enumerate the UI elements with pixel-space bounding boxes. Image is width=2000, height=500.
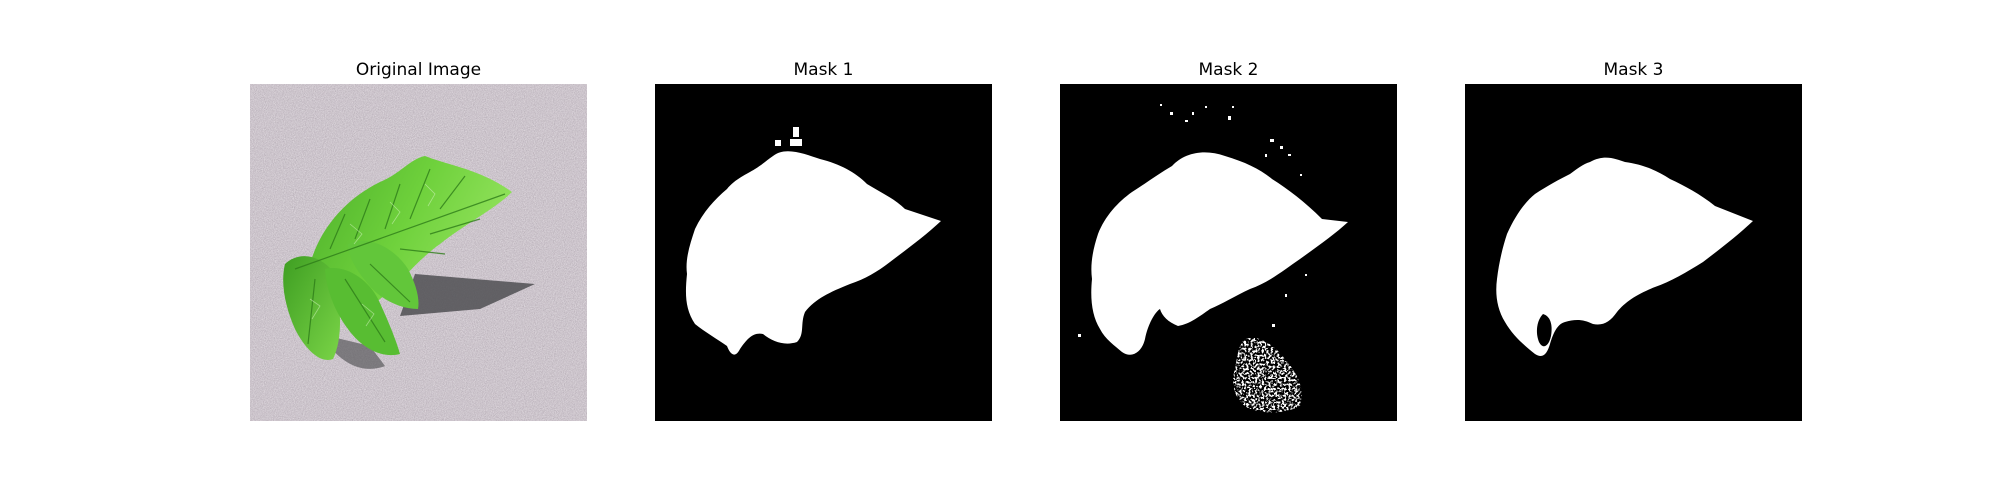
panel-title: Mask 1 <box>793 60 854 80</box>
mask-3-region <box>1496 157 1753 356</box>
panel-title: Original Image <box>355 60 482 80</box>
mask-1-image <box>655 84 992 421</box>
panel-title: Mask 3 <box>1603 60 1664 80</box>
panel-mask-1: Mask 1 <box>655 59 992 421</box>
mask-1-region <box>685 151 941 355</box>
mask-1-blob <box>790 139 802 146</box>
panel-mask-3: Mask 3 <box>1465 59 1802 421</box>
panel-mask-2: Mask 2 <box>1060 59 1397 421</box>
original-image <box>250 84 587 421</box>
panel-original-image: Original Image <box>250 59 587 421</box>
leaf <box>283 156 512 360</box>
panel-title: Mask 2 <box>1198 60 1259 80</box>
leaf-shadow <box>400 274 535 316</box>
mask-1-blob <box>793 127 799 137</box>
mask-2-region <box>1091 152 1348 355</box>
mask-1-blob <box>775 140 781 146</box>
mask-2-specks <box>1078 104 1307 337</box>
mask-3-image <box>1465 84 1802 421</box>
mask-2-image <box>1060 84 1397 421</box>
